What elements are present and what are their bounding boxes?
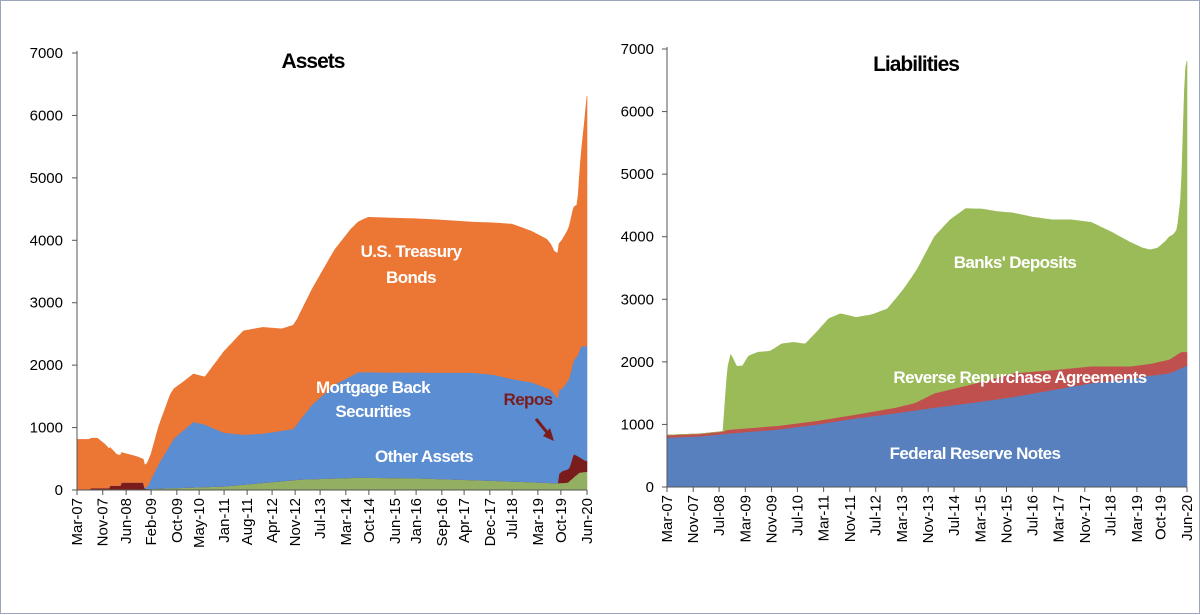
assets-x-tick-label: Jun-15 <box>387 498 404 544</box>
liabilities-y-tick-label: 4000 <box>621 229 654 246</box>
assets-x-tick-label: May-10 <box>191 498 208 548</box>
liabilities-x-tick-label: Nov-11 <box>842 495 859 542</box>
liabilities-annotation-banks-deposits: Banks' Deposits <box>954 253 1077 272</box>
liabilities-x-tick-label: Nov-07 <box>685 495 702 543</box>
assets-annotation-mortgage-back-securities: Mortgage Back Securities <box>316 378 431 421</box>
liabilities-chart-title: Liabilities <box>873 53 959 76</box>
liabilities-x-tick-label: Nov-17 <box>1077 495 1094 543</box>
liabilities-area-banks-deposits <box>666 60 1188 436</box>
assets-x-tick-label: Nov-07 <box>95 498 112 546</box>
liabilities-y-tick-label: 5000 <box>621 166 654 183</box>
assets-x-tick-label: Nov-12 <box>287 498 304 546</box>
assets-annotation-u-s-treasury-bonds: U.S. Treasury Bonds <box>361 242 463 287</box>
liabilities-x-tick-label: Mar-15 <box>972 495 989 543</box>
liabilities-x-tick-label: Jul-10 <box>789 495 806 536</box>
assets-x-tick-label: Aug-11 <box>239 498 256 545</box>
assets-x-tick-label: Jan-16 <box>408 498 425 544</box>
repos-arrow-head <box>543 428 554 441</box>
liabilities-y-tick-label: 1000 <box>621 416 654 433</box>
liabilities-x-tick-label: Nov-15 <box>998 495 1015 543</box>
assets-y-tick-label: 1000 <box>30 420 63 437</box>
assets-x-tick-label: Sep-16 <box>434 498 451 546</box>
assets-x-tick-label: Jul-18 <box>504 498 521 539</box>
assets-x-tick-label: Jun-08 <box>118 498 135 544</box>
liabilities-x-tick-label: Mar-11 <box>816 495 833 541</box>
liabilities-x-tick-label: Jul-16 <box>1024 495 1041 536</box>
liabilities-y-tick-label: 2000 <box>621 354 654 371</box>
liabilities-x-tick-label: Mar-19 <box>1129 495 1146 543</box>
liabilities-x-tick-label: Oct-19 <box>1152 495 1169 540</box>
assets-x-tick-label: Jul-13 <box>312 498 329 539</box>
assets-x-tick-label: Apr-17 <box>456 498 473 543</box>
liabilities-x-tick-label: Mar-13 <box>894 495 911 543</box>
assets-y-tick-label: 2000 <box>30 357 63 374</box>
assets-x-tick-label: Oct-19 <box>553 498 570 543</box>
liabilities-x-tick-label: Mar-07 <box>659 495 676 543</box>
liabilities-x-tick-label: Jul-18 <box>1103 495 1120 536</box>
assets-area-u-s-treasury-bonds <box>76 95 588 490</box>
assets-x-tick-label: Oct-14 <box>361 498 378 543</box>
assets-y-tick-label: 6000 <box>30 107 63 124</box>
assets-y-tick-label: 0 <box>55 482 63 499</box>
assets-y-tick-label: 4000 <box>30 232 63 249</box>
liabilities-x-tick-label: Mar-09 <box>737 495 754 543</box>
liabilities-panel: 0 1000 2000 3000 4000 5000 6000 7000 Mar-07 Nov-0… <box>621 41 1196 543</box>
liabilities-x-tick-label: Nov-09 <box>764 495 781 543</box>
assets-x-tick-label: Mar-19 <box>530 498 547 546</box>
liabilities-x-tick-label: Jul-14 <box>946 495 963 536</box>
liabilities-annotation-federal-reserve-notes: Federal Reserve Notes <box>890 444 1061 463</box>
liabilities-x-tick-label: Jul-08 <box>711 495 728 536</box>
assets-x-tick-label: Jun-20 <box>579 498 596 544</box>
liabilities-y-tick-label: 6000 <box>621 104 654 121</box>
assets-x-tick-label: Oct-09 <box>169 498 186 543</box>
liabilities-y-tick-label: 0 <box>646 479 654 496</box>
assets-annotation-repos: Repos <box>504 390 553 409</box>
assets-x-tick-label: Mar-07 <box>69 498 86 546</box>
assets-y-tick-label: 7000 <box>30 45 63 62</box>
assets-x-tick-label: Jan-11 <box>216 498 233 543</box>
liabilities-annotation-reverse-repurchase-agreements: Reverse Repurchase Agreements <box>893 368 1146 387</box>
assets-y-tick-label: 5000 <box>30 170 63 187</box>
liabilities-x-tick-label: Jun-20 <box>1179 495 1196 541</box>
liabilities-x-tick-label: Jul-12 <box>868 495 885 536</box>
assets-annotation-other-assets: Other Assets <box>375 447 473 466</box>
liabilities-x-tick-label: Mar-17 <box>1051 495 1068 543</box>
liabilities-y-tick-label: 7000 <box>621 41 654 58</box>
liabilities-x-tick-label: Nov-13 <box>920 495 937 543</box>
assets-x-tick-label: Feb-09 <box>143 498 160 546</box>
assets-panel: 0 1000 2000 3000 4000 5000 6000 7000 Mar-07 Nov-0… <box>30 45 596 548</box>
assets-x-tick-label: Mar-14 <box>338 498 355 546</box>
liabilities-y-tick-label: 3000 <box>621 291 654 308</box>
assets-y-tick-label: 3000 <box>30 295 63 312</box>
assets-chart-title: Assets <box>282 50 345 73</box>
assets-x-tick-label: Apr-12 <box>264 498 281 543</box>
assets-x-tick-label: Dec-17 <box>482 498 499 546</box>
